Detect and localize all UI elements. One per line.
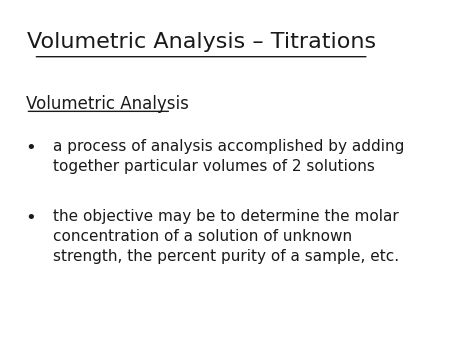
Text: •: • bbox=[26, 139, 36, 157]
Text: Volumetric Analysis: Volumetric Analysis bbox=[26, 95, 189, 113]
Text: a process of analysis accomplished by adding
together particular volumes of 2 so: a process of analysis accomplished by ad… bbox=[54, 139, 405, 174]
Text: Volumetric Analysis – Titrations: Volumetric Analysis – Titrations bbox=[27, 31, 376, 52]
Text: •: • bbox=[26, 209, 36, 227]
Text: the objective may be to determine the molar
concentration of a solution of unkno: the objective may be to determine the mo… bbox=[54, 209, 400, 264]
